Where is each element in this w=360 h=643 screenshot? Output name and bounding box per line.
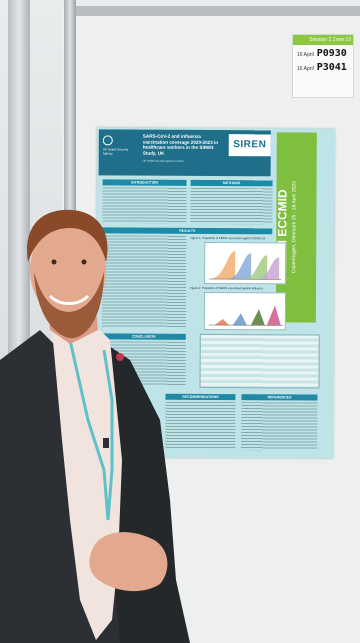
sign-header: Session 2 Zone 13: [293, 35, 353, 45]
presenter-face: [30, 222, 106, 318]
research-poster: UK Health Security Agency SARS-CoV-2 and…: [95, 127, 335, 459]
lanyard-clip: [103, 438, 109, 448]
sign-row-1: 16 April P0930: [293, 45, 353, 59]
sign-row-2: 16 April P3041: [293, 59, 353, 73]
figure-1-graphic: [209, 251, 282, 280]
sign-row-1-code: P0930: [316, 48, 347, 59]
figure-2-graphic: [208, 305, 283, 326]
board-number-sign: Session 2 Zone 13 16 April P0930 16 April…: [292, 34, 354, 98]
presenter-hair: [27, 209, 108, 262]
presenter-pin: [116, 353, 124, 361]
figure-2: [203, 291, 287, 331]
figure-1: [204, 241, 287, 285]
presenter-eye-left: [51, 259, 57, 265]
presenter-lanyard: [68, 339, 114, 521]
presenter-beard: [34, 272, 104, 339]
sign-row-1-date: 16 April: [297, 52, 314, 58]
board-frame-top: [70, 6, 360, 16]
sign-row-2-date: 16 April: [297, 66, 314, 72]
presenter-smile: [48, 294, 90, 305]
presenter-eye-right: [81, 259, 87, 265]
sign-row-2-code: P3041: [316, 62, 347, 73]
presenter-hands: [89, 532, 168, 592]
